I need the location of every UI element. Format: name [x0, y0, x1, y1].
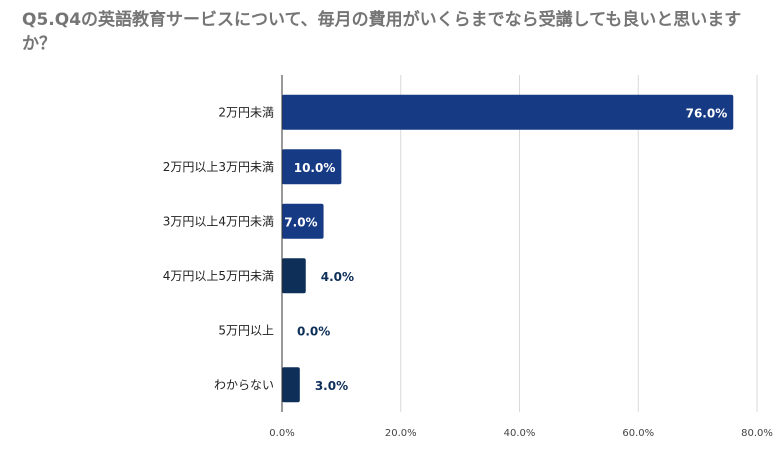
chart-title: Q5.Q4の英語教育サービスについて、毎月の費用がいくらまでなら受講しても良いと… — [22, 10, 742, 54]
x-tick-label: 40.0% — [504, 428, 536, 439]
bar — [282, 203, 324, 239]
bar — [282, 149, 342, 185]
x-tick-label: 60.0% — [622, 428, 654, 439]
x-tick-label: 80.0% — [741, 428, 773, 439]
gridlines — [400, 75, 758, 412]
value-label: 3.0% — [315, 379, 348, 393]
labels: 0.0% 20.0% 40.0% 60.0% 80.0% 2万円未満 76.0% 2万円以上3… — [163, 105, 773, 439]
value-label: 0.0% — [297, 324, 330, 338]
value-label: 76.0% — [686, 106, 728, 120]
x-tick-label: 0.0% — [269, 428, 294, 439]
category-label: 4万円以上5万円未満 — [163, 269, 274, 283]
category-label: 2万円未満 — [218, 105, 274, 119]
category-label: 5万円以上 — [218, 323, 274, 337]
bar — [282, 367, 300, 403]
bars — [282, 94, 734, 403]
category-label: 2万円以上3万円未満 — [163, 160, 274, 174]
value-label: 4.0% — [321, 270, 354, 284]
value-label: 10.0% — [294, 161, 336, 175]
bar — [282, 258, 306, 294]
category-label: わからない — [214, 378, 274, 392]
category-label: 3万円以上4万円未満 — [163, 214, 274, 228]
x-tick-label: 20.0% — [385, 428, 417, 439]
value-label: 7.0% — [284, 215, 317, 229]
bar — [282, 94, 734, 130]
